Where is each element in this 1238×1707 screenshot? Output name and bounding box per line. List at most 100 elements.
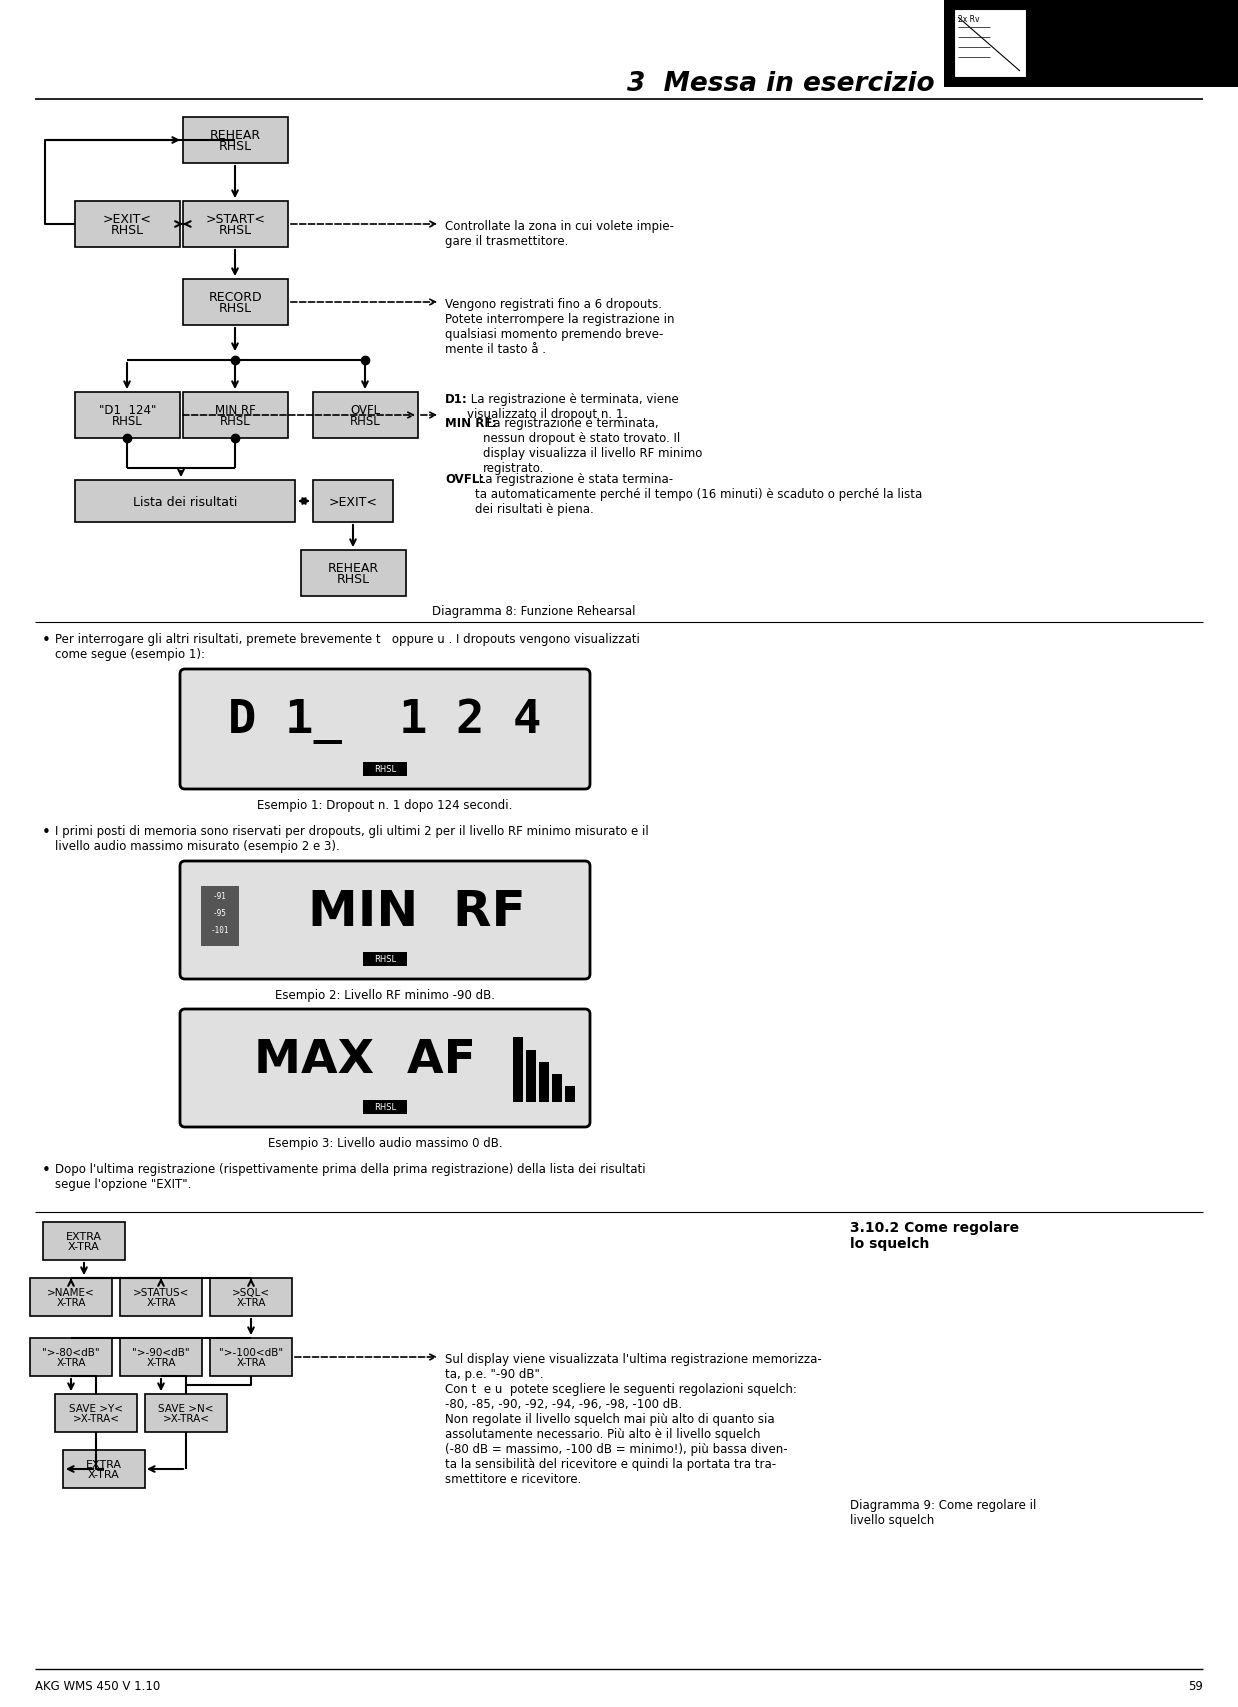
Text: MIN RF:: MIN RF:: [444, 417, 496, 430]
Text: X-TRA: X-TRA: [68, 1241, 100, 1251]
Text: X-TRA: X-TRA: [88, 1470, 120, 1480]
Text: Sul display viene visualizzata l'ultima registrazione memorizza-
ta, p.e. "-90 d: Sul display viene visualizzata l'ultima …: [444, 1352, 822, 1485]
Text: Esempio 2: Livello RF minimo -90 dB.: Esempio 2: Livello RF minimo -90 dB.: [275, 988, 495, 1002]
Text: RHSL: RHSL: [219, 140, 253, 154]
Text: D1:: D1:: [444, 393, 468, 406]
Bar: [539, 1062, 548, 1103]
Bar: [526, 1050, 536, 1103]
Text: Diagramma 9: Come regolare il
livello squelch: Diagramma 9: Come regolare il livello sq…: [851, 1499, 1036, 1526]
Text: SAVE >Y<: SAVE >Y<: [69, 1403, 123, 1413]
Bar: [363, 953, 407, 966]
Bar: [76, 201, 180, 248]
Text: Vengono registrati fino a 6 dropouts.
Potete interrompere la registrazione in
qu: Vengono registrati fino a 6 dropouts. Po…: [444, 297, 675, 355]
Bar: [210, 1338, 292, 1376]
Text: RECORD: RECORD: [209, 290, 262, 304]
Text: 3.10.2 Come regolare
lo squelch: 3.10.2 Come regolare lo squelch: [851, 1221, 1019, 1251]
Text: La registrazione è terminata, viene
visualizzato il dropout n. 1.: La registrazione è terminata, viene visu…: [467, 393, 678, 420]
Text: ">-90<dB": ">-90<dB": [132, 1347, 189, 1357]
Text: X-TRA: X-TRA: [146, 1357, 176, 1367]
Text: •: •: [42, 633, 51, 647]
Text: X-TRA: X-TRA: [236, 1357, 266, 1367]
Text: RHSL: RHSL: [219, 224, 253, 237]
FancyBboxPatch shape: [180, 1009, 591, 1127]
Text: >STATUS<: >STATUS<: [132, 1287, 189, 1297]
Text: X-TRA: X-TRA: [56, 1297, 85, 1308]
Text: X-TRA: X-TRA: [56, 1357, 85, 1367]
Text: >START<: >START<: [206, 213, 265, 225]
Text: >EXIT<: >EXIT<: [103, 213, 152, 225]
Bar: [301, 551, 406, 597]
Bar: [313, 481, 392, 522]
Text: EXTRA: EXTRA: [66, 1231, 102, 1241]
Text: >SQL<: >SQL<: [232, 1287, 270, 1297]
Bar: [363, 763, 407, 777]
Text: Dopo l'ultima registrazione (rispettivamente prima della prima registrazione) de: Dopo l'ultima registrazione (rispettivam…: [54, 1162, 646, 1190]
Bar: [183, 201, 288, 248]
Text: Lista dei risultati: Lista dei risultati: [132, 495, 238, 509]
Text: -95: -95: [213, 908, 227, 918]
Bar: [76, 481, 295, 522]
Bar: [513, 1038, 522, 1103]
Text: La registrazione è stata termina-
ta automaticamente perché il tempo (16 minuti): La registrazione è stata termina- ta aut…: [475, 473, 922, 516]
Bar: [183, 393, 288, 439]
Text: MAX  AF: MAX AF: [254, 1038, 475, 1082]
Bar: [76, 393, 180, 439]
Text: RHSL: RHSL: [350, 415, 381, 428]
Text: Diagramma 8: Funzione Rehearsal: Diagramma 8: Funzione Rehearsal: [432, 604, 635, 618]
Text: MIN  RF: MIN RF: [308, 888, 526, 935]
Bar: [63, 1451, 145, 1489]
Bar: [54, 1395, 137, 1432]
Text: >X-TRA<: >X-TRA<: [162, 1413, 209, 1424]
Text: RHSL: RHSL: [374, 1103, 396, 1111]
Text: RHSL: RHSL: [111, 224, 144, 237]
Bar: [43, 1222, 125, 1260]
FancyBboxPatch shape: [180, 669, 591, 790]
Text: •: •: [42, 824, 51, 840]
Bar: [363, 1101, 407, 1115]
Bar: [945, 0, 1238, 89]
Text: RHSL: RHSL: [219, 302, 253, 316]
Text: -101: -101: [210, 925, 229, 935]
Text: >EXIT<: >EXIT<: [328, 495, 378, 509]
Text: Esempio 1: Dropout n. 1 dopo 124 secondi.: Esempio 1: Dropout n. 1 dopo 124 secondi…: [258, 799, 513, 811]
Bar: [120, 1338, 202, 1376]
Bar: [552, 1074, 562, 1103]
Bar: [313, 393, 418, 439]
Text: 3  Messa in esercizio: 3 Messa in esercizio: [628, 72, 935, 97]
Bar: [210, 1279, 292, 1316]
Bar: [145, 1395, 227, 1432]
Text: D 1_  1 2 4: D 1_ 1 2 4: [228, 698, 542, 744]
Bar: [30, 1338, 111, 1376]
Text: Esempio 3: Livello audio massimo 0 dB.: Esempio 3: Livello audio massimo 0 dB.: [267, 1137, 503, 1149]
Bar: [120, 1279, 202, 1316]
Text: 2x Rv: 2x Rv: [958, 15, 979, 24]
Bar: [30, 1279, 111, 1316]
Bar: [183, 280, 288, 326]
Bar: [201, 886, 239, 946]
Text: 59: 59: [1188, 1680, 1203, 1692]
Text: Controllate la zona in cui volete impie-
gare il trasmettitore.: Controllate la zona in cui volete impie-…: [444, 220, 673, 248]
Bar: [183, 118, 288, 164]
Text: RHSL: RHSL: [337, 574, 370, 586]
Text: OVFL: OVFL: [350, 405, 380, 417]
Text: REHEAR: REHEAR: [328, 562, 379, 574]
Text: >NAME<: >NAME<: [47, 1287, 95, 1297]
Text: X-TRA: X-TRA: [236, 1297, 266, 1308]
Text: REHEAR: REHEAR: [210, 128, 261, 142]
Text: •: •: [42, 1162, 51, 1178]
Text: EXTRA: EXTRA: [85, 1459, 123, 1470]
Bar: [954, 10, 1026, 79]
Text: -91: -91: [213, 893, 227, 901]
Text: AKG WMS 450 V 1.10: AKG WMS 450 V 1.10: [35, 1680, 160, 1692]
Text: ">-80<dB": ">-80<dB": [42, 1347, 100, 1357]
Text: >X-TRA<: >X-TRA<: [73, 1413, 120, 1424]
FancyBboxPatch shape: [180, 862, 591, 980]
Text: OVFL:: OVFL:: [444, 473, 484, 486]
Text: ">-100<dB": ">-100<dB": [219, 1347, 284, 1357]
Text: SAVE >N<: SAVE >N<: [158, 1403, 214, 1413]
Text: Per interrogare gli altri risultati, premete brevemente t   oppure u . I dropout: Per interrogare gli altri risultati, pre…: [54, 633, 640, 661]
Text: X-TRA: X-TRA: [146, 1297, 176, 1308]
Text: RHSL: RHSL: [220, 415, 251, 428]
Text: MIN RF: MIN RF: [215, 405, 256, 417]
Text: "D1  124": "D1 124": [99, 405, 156, 417]
